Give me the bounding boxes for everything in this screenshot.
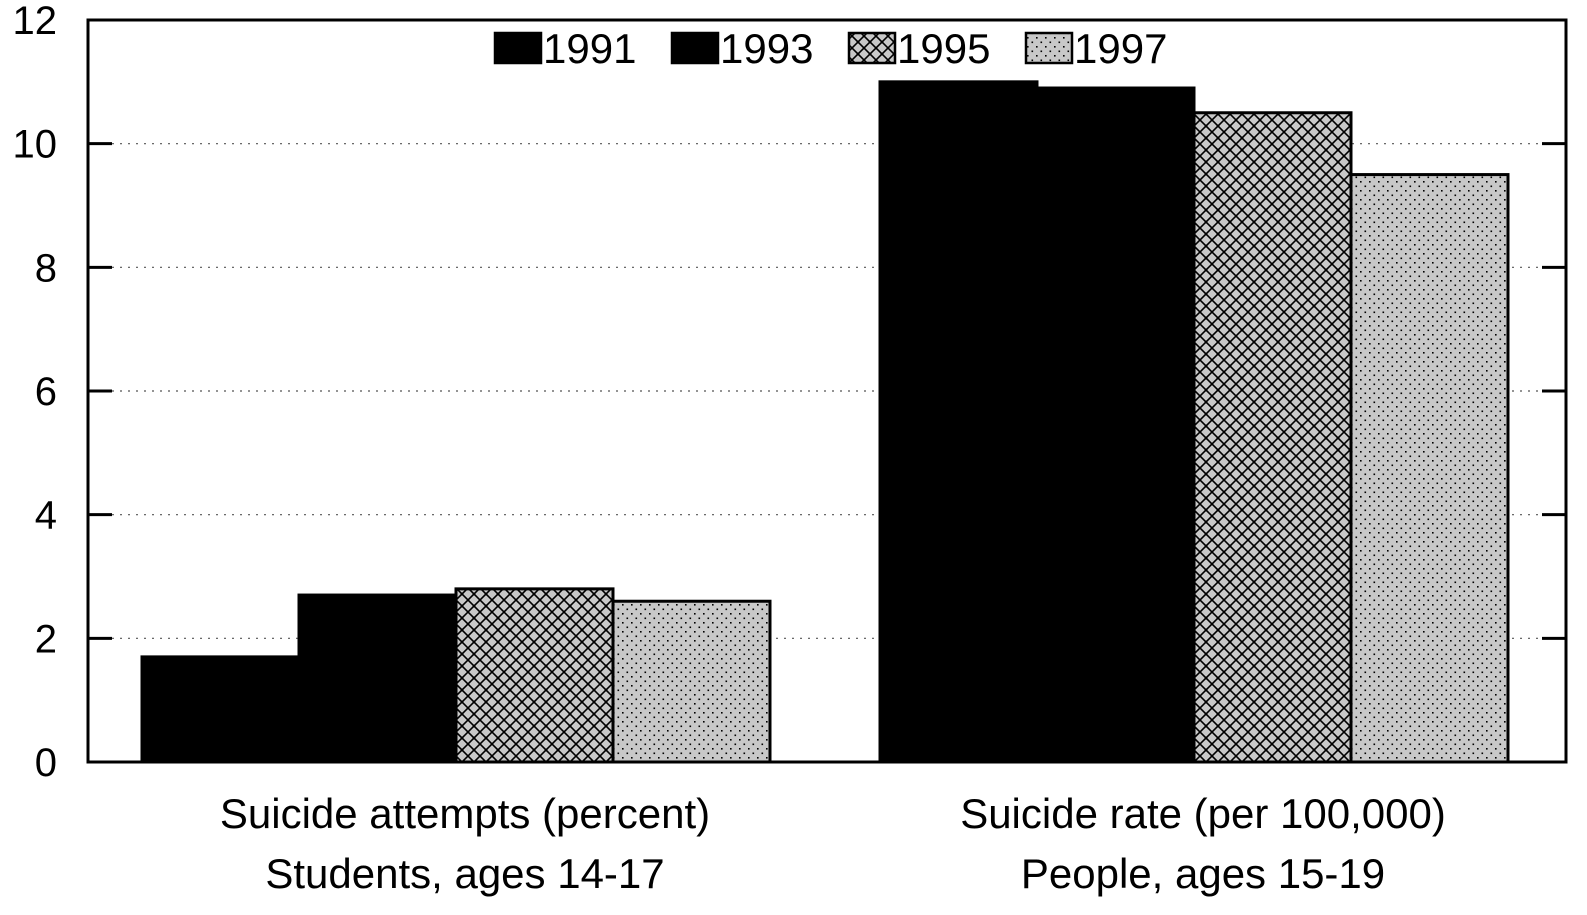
x-category-label: Students, ages 14-17	[265, 850, 664, 897]
x-category-label: Suicide attempts (percent)	[220, 790, 710, 837]
x-category-label: Suicide rate (per 100,000)	[960, 790, 1446, 837]
legend-label-1993: 1993	[720, 25, 813, 72]
bar-1993-cat1	[297, 593, 458, 764]
y-tick-label: 0	[35, 741, 57, 785]
bar-1997-cat2	[1349, 173, 1510, 764]
bar-1995-cat1	[454, 587, 615, 764]
y-tick-label: 12	[13, 0, 58, 43]
x-axis-category-labels: Suicide attempts (percent) Students, ages…	[220, 790, 1446, 897]
y-tick-label: 2	[35, 617, 57, 661]
legend: 1991 1993 1995 1997	[493, 25, 1167, 72]
bar-1991-cat1	[140, 655, 301, 764]
y-tick-label: 10	[13, 123, 58, 167]
bar-1995-cat2	[1192, 111, 1353, 764]
y-tick-label: 6	[35, 370, 57, 414]
bars	[140, 80, 1510, 764]
bar-1991-cat2	[878, 80, 1039, 764]
y-axis-ticks: 0 2 4 6 8 10 12	[13, 0, 58, 785]
legend-label-1995: 1995	[897, 25, 990, 72]
bar-1993-cat2	[1035, 86, 1196, 764]
axes	[86, 18, 1568, 764]
x-category-label: People, ages 15-19	[1021, 850, 1385, 897]
y-tick-label: 8	[35, 246, 57, 290]
y-tick-label: 4	[35, 494, 57, 538]
legend-label-1991: 1991	[543, 25, 636, 72]
legend-swatch-1995	[847, 31, 897, 65]
legend-swatch-1993	[670, 31, 720, 65]
legend-swatch-1991	[493, 31, 543, 65]
legend-label-1997: 1997	[1074, 25, 1167, 72]
legend-swatch-1997	[1024, 31, 1074, 65]
bar-1997-cat1	[611, 599, 772, 764]
